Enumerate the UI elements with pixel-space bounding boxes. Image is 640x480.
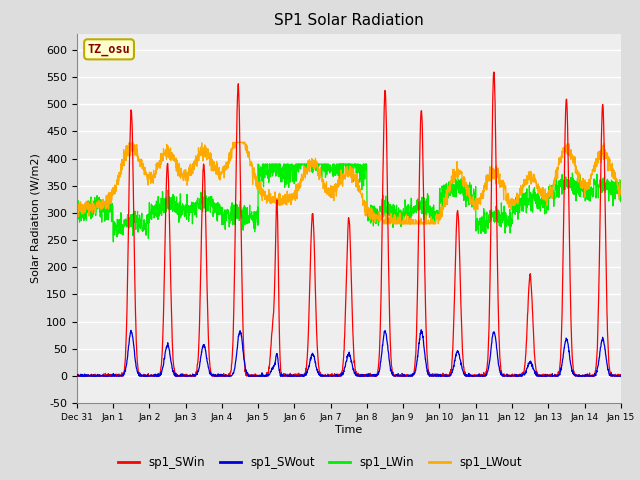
Title: SP1 Solar Radiation: SP1 Solar Radiation	[274, 13, 424, 28]
Legend: sp1_SWin, sp1_SWout, sp1_LWin, sp1_LWout: sp1_SWin, sp1_SWout, sp1_LWin, sp1_LWout	[113, 452, 527, 474]
Text: TZ_osu: TZ_osu	[88, 43, 131, 56]
Y-axis label: Solar Radiation (W/m2): Solar Radiation (W/m2)	[30, 154, 40, 283]
X-axis label: Time: Time	[335, 425, 362, 435]
